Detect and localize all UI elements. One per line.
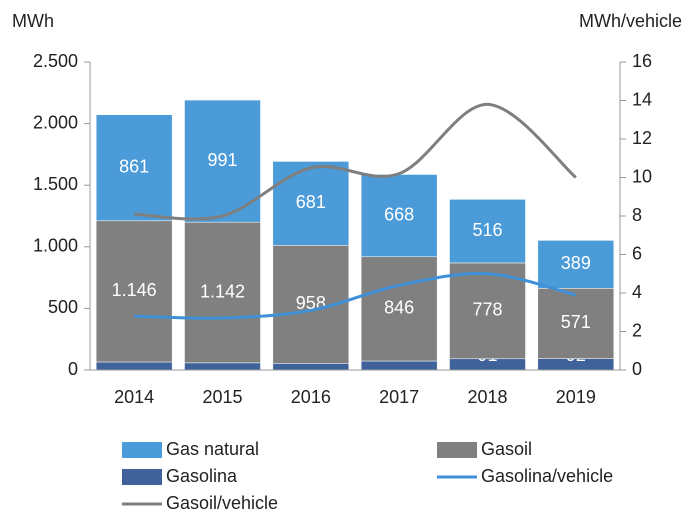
data-label: 516	[472, 220, 502, 240]
y2-tick-label: 4	[632, 282, 642, 302]
y2-tick-label: 0	[632, 359, 642, 379]
y2-tick-label: 8	[632, 205, 642, 225]
data-label: 571	[561, 312, 591, 332]
x-tick-label: 2019	[556, 387, 596, 407]
bar-segment	[449, 199, 526, 264]
legend-swatch	[437, 442, 477, 458]
bar-segment	[537, 288, 615, 359]
y-tick-label: 500	[48, 297, 78, 317]
bar-segment	[95, 220, 173, 363]
y-tick-label: 0	[68, 359, 78, 379]
y2-axis-label: MWh/vehicle	[579, 11, 682, 31]
legend-label: Gasoil	[481, 439, 532, 459]
y-tick-label: 1.500	[33, 174, 78, 194]
y2-tick-label: 12	[632, 128, 652, 148]
bar-segment	[95, 114, 173, 222]
x-tick-label: 2014	[114, 387, 154, 407]
data-label: 991	[207, 150, 237, 170]
bar-segment	[184, 221, 261, 364]
y-axis-label: MWh	[12, 11, 54, 31]
y-tick-label: 2.000	[33, 112, 78, 132]
legend-label: Gas natural	[166, 439, 259, 459]
y-tick-label: 2.500	[33, 51, 78, 71]
data-label: 389	[561, 253, 591, 273]
bar-segment	[360, 256, 438, 362]
y2-tick-label: 16	[632, 51, 652, 71]
bar-segment	[360, 174, 438, 258]
bar-segment	[184, 99, 261, 223]
data-label: 668	[384, 204, 414, 224]
y-tick-label: 1.000	[33, 236, 78, 256]
x-tick-label: 2018	[467, 387, 507, 407]
y2-tick-label: 2	[632, 320, 642, 340]
data-label: 861	[119, 157, 149, 177]
x-tick-label: 2015	[202, 387, 242, 407]
data-label: 1.142	[200, 281, 245, 301]
bar-segment	[272, 161, 350, 246]
data-label: 846	[384, 298, 414, 318]
x-tick-label: 2017	[379, 387, 419, 407]
data-label: 778	[472, 300, 502, 320]
legend-swatch	[122, 442, 162, 458]
data-label: 681	[296, 192, 326, 212]
y2-tick-label: 10	[632, 166, 652, 186]
bar-segment	[537, 240, 615, 289]
y2-tick-label: 6	[632, 243, 642, 263]
y2-tick-label: 14	[632, 89, 652, 109]
line-series	[134, 272, 577, 320]
legend-label: Gasoil/vehicle	[166, 493, 278, 513]
data-label: 1.146	[112, 280, 157, 300]
legend-swatch	[122, 469, 162, 485]
legend-label: Gasolina	[166, 466, 238, 486]
x-tick-label: 2016	[291, 387, 331, 407]
legend-label: Gasolina/vehicle	[481, 466, 613, 486]
line-series	[134, 102, 577, 221]
